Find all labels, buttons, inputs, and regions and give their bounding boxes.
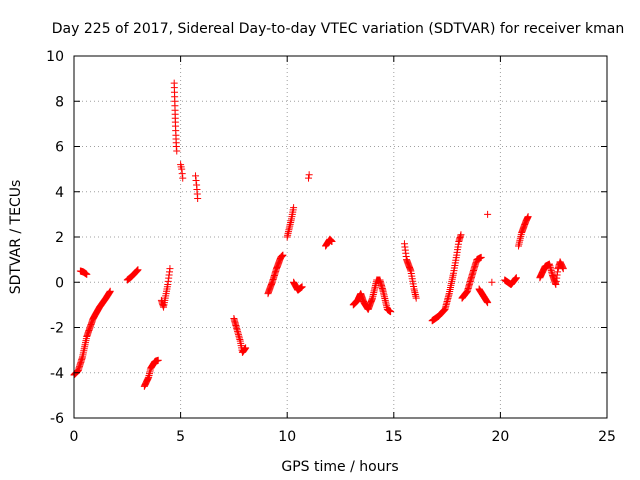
data-point: [328, 238, 336, 246]
y-tick-label: 6: [55, 140, 64, 156]
y-tick-label: 4: [55, 185, 64, 201]
data-point: [83, 270, 91, 278]
x-tick-label: 15: [385, 429, 403, 445]
y-tick-label: -6: [50, 411, 64, 427]
x-tick-label: 10: [278, 429, 296, 445]
data-points: [70, 79, 567, 390]
data-point: [484, 210, 492, 218]
data-point: [166, 265, 174, 273]
data-point: [178, 170, 186, 178]
x-axis-label: GPS time / hours: [281, 459, 398, 475]
chart-title: Day 225 of 2017, Sidereal Day-to-day VTE…: [52, 21, 624, 37]
y-tick-label: -4: [50, 366, 64, 382]
ticks: 0 5 10 15 20 25 -6 -4 -2 0 2 4 6 8 10: [46, 49, 616, 445]
data-point: [134, 266, 142, 274]
data-point: [305, 174, 313, 182]
data-point: [524, 213, 532, 221]
y-tick-label: 8: [55, 94, 64, 110]
data-point: [178, 165, 186, 173]
x-tick-label: 25: [598, 429, 616, 445]
y-tick-label: 2: [55, 230, 64, 246]
data-point: [512, 274, 520, 282]
data-point: [457, 231, 465, 239]
data-point: [290, 204, 298, 212]
y-axis-label: SDTVAR / TECUs: [8, 180, 24, 295]
data-point: [154, 356, 162, 364]
x-tick-label: 20: [491, 429, 509, 445]
data-point: [194, 195, 202, 203]
y-tick-label: -2: [50, 321, 64, 337]
data-point: [559, 265, 567, 273]
data-point: [477, 253, 485, 261]
y-tick-label: 10: [46, 49, 64, 65]
data-point: [488, 278, 496, 286]
data-point: [192, 172, 200, 180]
data-point: [412, 294, 420, 302]
data-point: [106, 287, 114, 295]
data-point: [298, 283, 306, 291]
data-point: [173, 147, 181, 155]
data-point: [484, 299, 492, 307]
data-point: [387, 308, 395, 316]
y-tick-label: 0: [55, 275, 64, 291]
x-tick-label: 0: [70, 429, 79, 445]
data-point: [179, 174, 187, 182]
data-point: [242, 344, 250, 352]
x-tick-label: 5: [176, 429, 185, 445]
data-point: [305, 171, 313, 179]
data-point: [192, 176, 200, 184]
data-point: [279, 251, 287, 259]
